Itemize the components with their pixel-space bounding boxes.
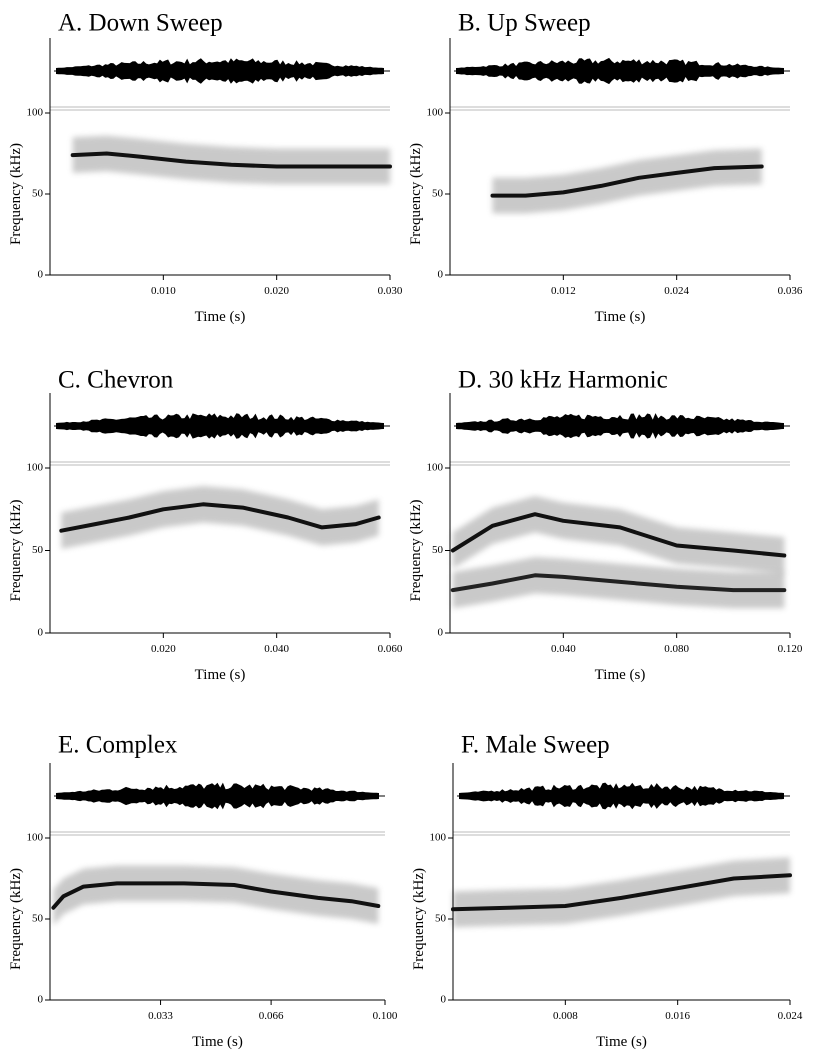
x-tick-label: 0.120 [778,643,803,655]
panel-title: D. 30 kHz Harmonic [458,367,668,394]
panel-title: C. Chevron [58,367,174,394]
waveform [56,413,384,439]
y-tick-label: 0 [441,994,447,1006]
y-tick-label: 0 [38,269,44,281]
x-tick-label: 0.008 [553,1010,578,1022]
y-tick-label: 50 [32,913,44,925]
x-tick-label: 0.012 [551,285,576,297]
contour [51,881,381,910]
noise-band [72,135,390,185]
y-tick-label: 100 [427,107,444,119]
noise-band [453,857,790,928]
y-tick-label: 50 [435,913,447,925]
x-tick-label: 0.010 [151,285,176,297]
y-axis-label: Frequency (kHz) [408,499,424,601]
panel-title: B. Up Sweep [458,10,591,37]
x-axis-label: Time (s) [195,309,246,325]
y-tick-label: 0 [38,994,44,1006]
y-tick-label: 100 [430,832,447,844]
y-tick-label: 50 [432,544,444,556]
panel-title: E. Complex [58,732,178,759]
x-axis-label: Time (s) [596,1034,647,1050]
y-tick-label: 0 [438,627,444,639]
y-tick-label: 0 [38,627,44,639]
x-axis-label: Time (s) [192,1034,243,1050]
x-tick-label: 0.033 [148,1010,173,1022]
waveform [456,413,784,439]
y-axis-label: Frequency (kHz) [8,868,24,970]
x-tick-label: 0.016 [665,1010,690,1022]
x-tick-label: 0.080 [664,643,689,655]
noise-band [452,496,785,574]
y-tick-label: 100 [427,462,444,474]
contour [59,502,381,533]
y-tick-label: 50 [32,544,44,556]
y-axis-label: Frequency (kHz) [411,868,427,970]
x-axis-label: Time (s) [195,667,246,683]
y-tick-label: 0 [438,269,444,281]
waveform [56,58,384,84]
x-tick-label: 0.040 [551,643,576,655]
y-tick-label: 100 [27,107,44,119]
y-tick-label: 100 [27,462,44,474]
x-tick-label: 0.024 [664,285,689,297]
contour [450,573,787,593]
x-tick-label: 0.060 [378,643,403,655]
x-tick-label: 0.066 [259,1010,284,1022]
x-tick-label: 0.020 [264,285,289,297]
x-tick-label: 0.100 [373,1010,398,1022]
y-axis-label: Frequency (kHz) [408,143,424,245]
x-axis-label: Time (s) [595,667,646,683]
waveform [459,782,784,810]
y-tick-label: 50 [432,188,444,200]
contour [450,512,787,558]
contour [451,873,792,912]
x-tick-label: 0.040 [264,643,289,655]
waveform [56,782,379,810]
x-tick-label: 0.024 [778,1010,803,1022]
panel-title: A. Down Sweep [58,10,223,37]
noise-band [53,865,379,926]
x-tick-label: 0.030 [378,285,403,297]
waveform [456,57,784,85]
y-tick-label: 100 [27,832,44,844]
y-tick-label: 50 [32,188,44,200]
x-axis-label: Time (s) [595,309,646,325]
y-axis-label: Frequency (kHz) [8,143,24,245]
contour [70,151,392,169]
noise-band [61,486,379,549]
contour [490,164,764,198]
panel-title: F. Male Sweep [461,732,610,759]
x-tick-label: 0.036 [778,285,803,297]
y-axis-label: Frequency (kHz) [8,499,24,601]
x-tick-label: 0.020 [151,643,176,655]
